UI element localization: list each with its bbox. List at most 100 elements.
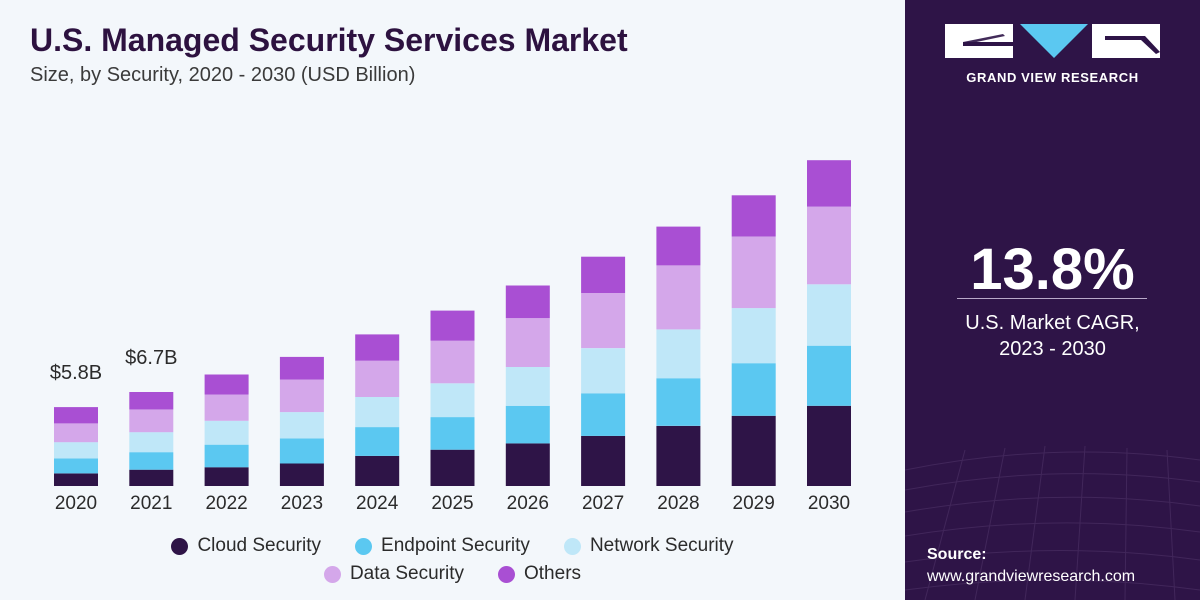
logo-text: GRAND VIEW RESEARCH (966, 70, 1139, 85)
bar-segment-2026-endpoint-security (505, 405, 550, 444)
bar-segment-2025-network-security (430, 383, 475, 418)
bar-segment-2020-others (54, 407, 98, 424)
legend-item-endpoint-security: Endpoint Security (355, 535, 530, 557)
bar-segment-2026-network-security (505, 367, 550, 406)
x-tick-label: 2022 (205, 493, 247, 514)
bar-segment-2023-data-security (279, 379, 324, 413)
gvr-logo: GRAND VIEW RESEARCH (945, 22, 1160, 85)
legend-swatch (498, 565, 515, 583)
bar-segment-2021-network-security (129, 432, 174, 453)
bar-segment-2029-network-security (731, 308, 776, 364)
bar-segment-2028-endpoint-security (656, 378, 701, 426)
bar-segment-2022-others (204, 374, 249, 395)
bar-segment-2024-others (355, 334, 400, 361)
bar-segment-2020-cloud-security (54, 473, 98, 486)
bar-segment-2025-data-security (430, 340, 475, 384)
legend-label: Others (524, 563, 582, 584)
cagr-panel: GRAND VIEW RESEARCH 13.8% U.S. Market CA… (905, 0, 1200, 600)
bar-segment-2023-others (279, 356, 324, 380)
bar-segment-2029-data-security (731, 236, 776, 309)
legend-item-data-security: Data Security (323, 563, 464, 585)
x-tick-label: 2024 (356, 493, 399, 514)
bar-segment-2027-others (581, 256, 626, 293)
bar-segment-2026-data-security (505, 318, 550, 367)
bar-segment-2021-endpoint-security (129, 452, 174, 470)
legend-row: Cloud Security Endpoint Security Network S… (0, 532, 905, 560)
legend-item-cloud-security: Cloud Security (171, 535, 321, 557)
x-tick-label: 2030 (808, 493, 850, 514)
x-tick-label: 2026 (507, 493, 549, 514)
bar-segment-2026-cloud-security (505, 443, 550, 486)
source-block: Source: www.grandviewresearch.com (927, 544, 1135, 588)
source-url[interactable]: www.grandviewresearch.com (927, 568, 1136, 585)
bar-segment-2027-endpoint-security (581, 393, 626, 436)
bar-segment-2023-cloud-security (279, 463, 324, 486)
grid-decoration (905, 445, 1200, 600)
bar-segment-2028-data-security (656, 265, 701, 330)
bar-segment-2024-network-security (355, 397, 400, 428)
bar-segment-2022-cloud-security (204, 467, 249, 486)
legend-item-others: Others (498, 563, 581, 585)
bar-segment-2026-others (505, 285, 550, 319)
legend-swatch (323, 565, 341, 583)
x-tick-label: 2027 (582, 493, 624, 514)
bar-segment-2025-others (430, 310, 475, 341)
bar-segment-2028-others (656, 226, 701, 266)
legend-label: Endpoint Security (381, 535, 530, 556)
bar-segment-2025-endpoint-security (430, 417, 475, 450)
chart-subtitle: Size, by Security, 2020 - 2030 (USD Bill… (30, 64, 416, 86)
legend-label: Network Security (589, 535, 734, 556)
legend-swatch (355, 537, 373, 555)
bar-segment-2029-cloud-security (731, 415, 776, 486)
bar-segment-2024-endpoint-security (355, 427, 400, 456)
bar-segment-2023-endpoint-security (279, 438, 324, 464)
bar-segment-2027-data-security (581, 293, 626, 349)
x-tick-label: 2020 (55, 493, 97, 514)
chart-title: U.S. Managed Security Services Market (30, 22, 628, 58)
legend-label: Cloud Security (197, 535, 322, 556)
legend-swatch (563, 537, 581, 555)
bar-segment-2021-others (129, 392, 174, 410)
bar-segment-2020-endpoint-security (54, 458, 98, 474)
bar-segment-2030-network-security (807, 284, 851, 346)
legend-label: Data Security (349, 563, 464, 584)
bar-segment-2023-network-security (279, 412, 324, 439)
bar-segment-2020-network-security (54, 442, 98, 459)
cagr-label-line-2: 2023 - 2030 (999, 338, 1106, 360)
bar-segment-2030-cloud-security (807, 405, 851, 486)
data-label: $6.7B (125, 347, 177, 369)
data-label: $5.8B (50, 362, 102, 384)
bar-segment-2030-endpoint-security (807, 345, 851, 406)
x-tick-label: 2023 (281, 493, 323, 514)
x-tick-label: 2025 (431, 493, 473, 514)
x-tick-label: 2021 (130, 493, 172, 514)
bar-segment-2025-cloud-security (430, 449, 475, 486)
bar-segment-2020-data-security (54, 423, 98, 443)
bar-segment-2030-others (807, 160, 851, 207)
cagr-label: U.S. Market CAGR, 2023 - 2030 (905, 310, 1200, 362)
bar-segment-2022-endpoint-security (204, 444, 249, 468)
source-label: Source: (927, 546, 987, 563)
chart-panel: U.S. Managed Security Services Market Si… (0, 0, 905, 600)
stacked-bar-chart: 2020 $5.8B 2021 $6.7B 2022 2023 2024 2025 2026 20… (50, 160, 851, 514)
cagr-value: 13.8% (970, 237, 1135, 302)
bar-segment-2030-data-security (807, 206, 851, 285)
divider (957, 298, 1147, 299)
legend-swatch (171, 537, 189, 555)
bar-segment-2029-endpoint-security (731, 363, 776, 416)
chart-legend: Cloud Security Endpoint Security Network S… (0, 532, 905, 588)
x-tick-label: 2029 (733, 493, 775, 514)
bar-segment-2024-cloud-security (355, 455, 400, 486)
bar-segment-2027-cloud-security (581, 435, 626, 486)
bar-segment-2027-network-security (581, 348, 626, 394)
x-tick-label: 2028 (657, 493, 699, 514)
bar-segment-2022-network-security (204, 420, 249, 445)
bar-segment-2028-cloud-security (656, 425, 701, 486)
bar-segment-2029-others (731, 195, 776, 237)
cagr-label-line-1: U.S. Market CAGR, (965, 312, 1140, 334)
legend-row: Data Security Others (0, 560, 905, 588)
bar-segment-2021-cloud-security (129, 469, 174, 486)
bar-segment-2028-network-security (656, 329, 701, 379)
legend-item-network-security: Network Security (563, 535, 734, 557)
